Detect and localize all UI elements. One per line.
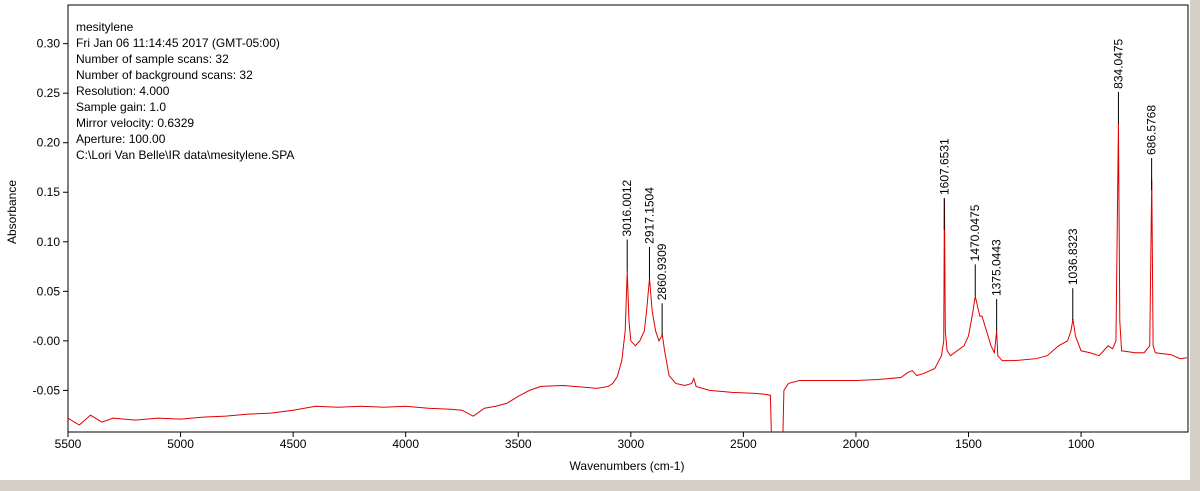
info-line: Resolution: 4.000 [76, 84, 170, 98]
x-tick-label: 1500 [955, 437, 982, 451]
x-tick-label: 1000 [1068, 437, 1095, 451]
x-tick-label: 5000 [167, 437, 194, 451]
peak-label: 686.5768 [1145, 105, 1159, 155]
x-tick-label: 4500 [280, 437, 307, 451]
info-line: Fri Jan 06 11:14:45 2017 (GMT-05:00) [76, 36, 280, 50]
y-tick-label: 0.30 [37, 37, 61, 51]
peak-label: 834.0475 [1111, 38, 1125, 88]
info-line: Number of background scans: 32 [76, 68, 253, 82]
y-tick-label: -0.00 [33, 334, 61, 348]
info-line: C:\Lori Van Belle\IR data\mesitylene.SPA [76, 148, 294, 162]
x-tick-label: 4000 [392, 437, 419, 451]
plot-frame [67, 4, 1189, 433]
info-line: mesitylene [76, 20, 134, 34]
y-tick-label: 0.05 [37, 284, 61, 298]
info-line: Mirror velocity: 0.6329 [76, 116, 194, 130]
info-line: Aperture: 100.00 [76, 132, 166, 146]
x-tick-label: 3500 [505, 437, 532, 451]
peak-label: 1036.8323 [1066, 228, 1080, 285]
x-tick-label: 3000 [617, 437, 644, 451]
x-tick-label: 2000 [843, 437, 870, 451]
y-tick-label: 0.10 [37, 235, 61, 249]
peak-label: 1607.6531 [937, 138, 951, 195]
y-tick-label: 0.25 [37, 86, 61, 100]
info-line: Sample gain: 1.0 [76, 100, 166, 114]
peak-label: 2917.1504 [642, 187, 656, 244]
peak-label: 2860.9309 [655, 243, 669, 300]
y-tick-label: -0.05 [33, 383, 61, 397]
peak-label: 3016.0012 [620, 179, 634, 236]
info-line: Number of sample scans: 32 [76, 52, 229, 66]
peak-label: 1470.0475 [968, 204, 982, 261]
y-tick-label: 0.15 [37, 185, 61, 199]
x-axis-label: Wavenumbers (cm-1) [570, 459, 685, 473]
y-tick-label: 0.20 [37, 136, 61, 150]
window-border [1190, 0, 1200, 491]
x-tick-label: 2500 [730, 437, 757, 451]
window-border [0, 480, 1200, 491]
x-tick-label: 5500 [55, 437, 82, 451]
y-axis-label: Absorbance [5, 180, 19, 244]
peak-label: 1375.0443 [990, 239, 1004, 296]
